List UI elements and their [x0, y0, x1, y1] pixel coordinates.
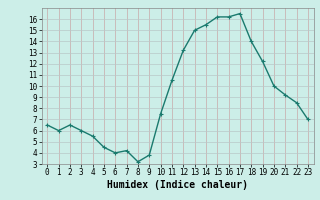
- X-axis label: Humidex (Indice chaleur): Humidex (Indice chaleur): [107, 180, 248, 190]
